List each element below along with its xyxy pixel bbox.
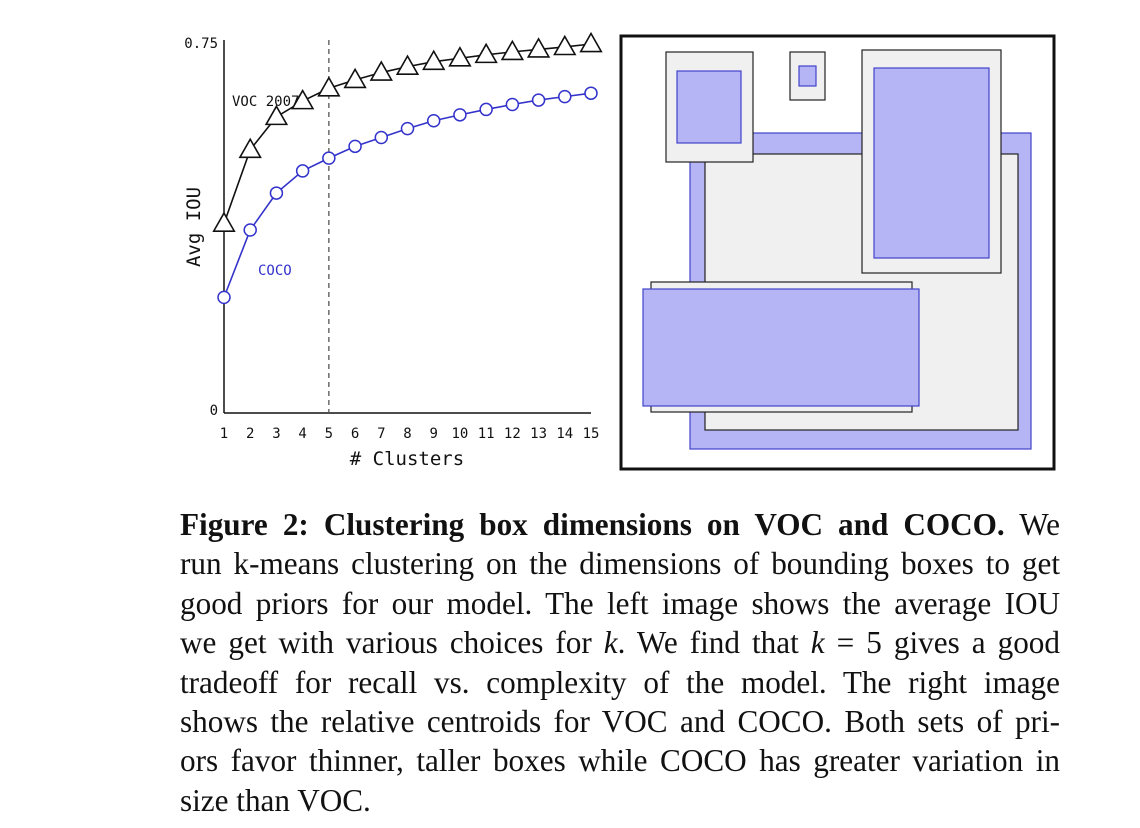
data-point-1-1	[243, 223, 257, 237]
data-point-1-3	[295, 164, 310, 178]
caption-line-6: shows the relative centroids for VOC and…	[180, 704, 1060, 740]
data-point-1-10	[479, 102, 493, 117]
x-tick-label: 9	[429, 426, 437, 442]
data-point-0-13	[553, 34, 577, 56]
x-tick-label: 14	[556, 426, 573, 442]
x-tick-label: 7	[377, 426, 385, 442]
data-point-0-3	[290, 88, 315, 110]
caption-line-7: ors favor thinner, taller boxes while CO…	[180, 743, 1060, 779]
x-tick-label: 12	[504, 426, 521, 442]
data-point-0-9	[448, 46, 472, 67]
caption-line-3: good priors for our model. The left imag…	[180, 585, 1060, 621]
coco-centroid-box-small	[798, 65, 817, 87]
figure-2-graphic: 0.75 0 1 2 3 4 5 6 7 8 9 10 11 12 13 14 15 # Clusters …	[183, 31, 1056, 471]
data-point-0-14	[579, 31, 603, 53]
data-point-0-8	[422, 49, 446, 71]
coco-centroid-box-medium	[676, 70, 742, 144]
data-point-1-12	[531, 93, 546, 107]
data-point-1-6	[374, 130, 389, 145]
caption-text-4c: = 5 gives a good	[824, 625, 1060, 661]
caption-line-4: we get with various choices for k. We fi…	[180, 623, 1060, 662]
data-point-1-8	[426, 114, 441, 128]
x-tick-label: 5	[325, 426, 333, 442]
coco-centroid-box-wide	[642, 288, 920, 407]
figure-title: Clustering box dimensions on VOC and COC…	[323, 507, 1005, 542]
data-point-0-0	[212, 211, 236, 232]
data-point-0-10	[474, 42, 498, 64]
data-point-1-11	[505, 97, 520, 112]
caption-text-4a: we get with various choices for	[180, 625, 604, 661]
x-tick-label: 1	[220, 426, 228, 442]
y-tick-label-bottom: 0	[210, 403, 218, 419]
data-point-0-11	[500, 39, 525, 61]
legend-label-voc: VOC 2007	[232, 94, 299, 110]
caption-line-5: tradeoff for recall vs. complexity of th…	[180, 664, 1060, 700]
x-tick-label: 10	[451, 426, 468, 442]
caption-line-2: run k-means clustering on the dimensions…	[180, 546, 1060, 582]
k-symbol-2: k	[810, 625, 825, 661]
y-tick-label-top: 0.75	[184, 36, 218, 52]
iou-chart: 0.75 0 1 2 3 4 5 6 7 8 9 10 11 12 13 14 15 # Clusters …	[183, 31, 603, 470]
data-point-1-4	[322, 151, 336, 165]
caption-line-8: size than VOC.	[180, 782, 371, 818]
x-tick-label: 4	[298, 426, 306, 442]
data-point-1-9	[453, 108, 467, 122]
data-point-0-6	[369, 60, 393, 81]
data-point-0-1	[238, 137, 262, 159]
x-tick-labels: 1 2 3 4 5 6 7 8 9 10 11 12 13 14 15	[220, 426, 600, 442]
data-point-0-7	[395, 54, 420, 75]
data-point-0-2	[264, 104, 289, 126]
centroids-panel	[619, 34, 1056, 471]
series-layer	[212, 31, 603, 305]
data-point-1-2	[269, 186, 284, 200]
y-axis-label: Avg IOU	[183, 187, 205, 267]
figure-caption: Figure 2: Clustering box dimensions on V…	[180, 505, 1060, 820]
data-point-1-13	[558, 89, 572, 104]
data-point-0-4	[317, 76, 341, 97]
x-tick-label: 3	[272, 426, 280, 442]
caption-text-4b: . We find that	[617, 625, 811, 661]
data-point-1-14	[584, 86, 598, 100]
coco-centroid-box-tall	[873, 67, 990, 259]
data-point-1-5	[348, 139, 362, 154]
data-point-0-12	[526, 37, 551, 58]
caption-text-1: We	[1004, 507, 1060, 542]
x-tick-label: 11	[478, 426, 495, 442]
x-axis-label: # Clusters	[350, 448, 464, 470]
legend-label-coco: COCO	[258, 263, 292, 279]
data-point-1-7	[400, 121, 415, 136]
x-tick-label: 15	[583, 426, 600, 442]
x-tick-label: 13	[530, 426, 547, 442]
x-tick-label: 8	[403, 426, 411, 442]
x-tick-label: 6	[351, 426, 359, 442]
data-point-1-0	[217, 290, 231, 305]
figure-label: Figure 2:	[180, 507, 309, 542]
x-tick-label: 2	[246, 426, 254, 442]
k-symbol-1: k	[603, 625, 618, 661]
data-point-0-5	[343, 67, 367, 89]
caption-line-1: Figure 2: Clustering box dimensions on V…	[180, 505, 1060, 544]
